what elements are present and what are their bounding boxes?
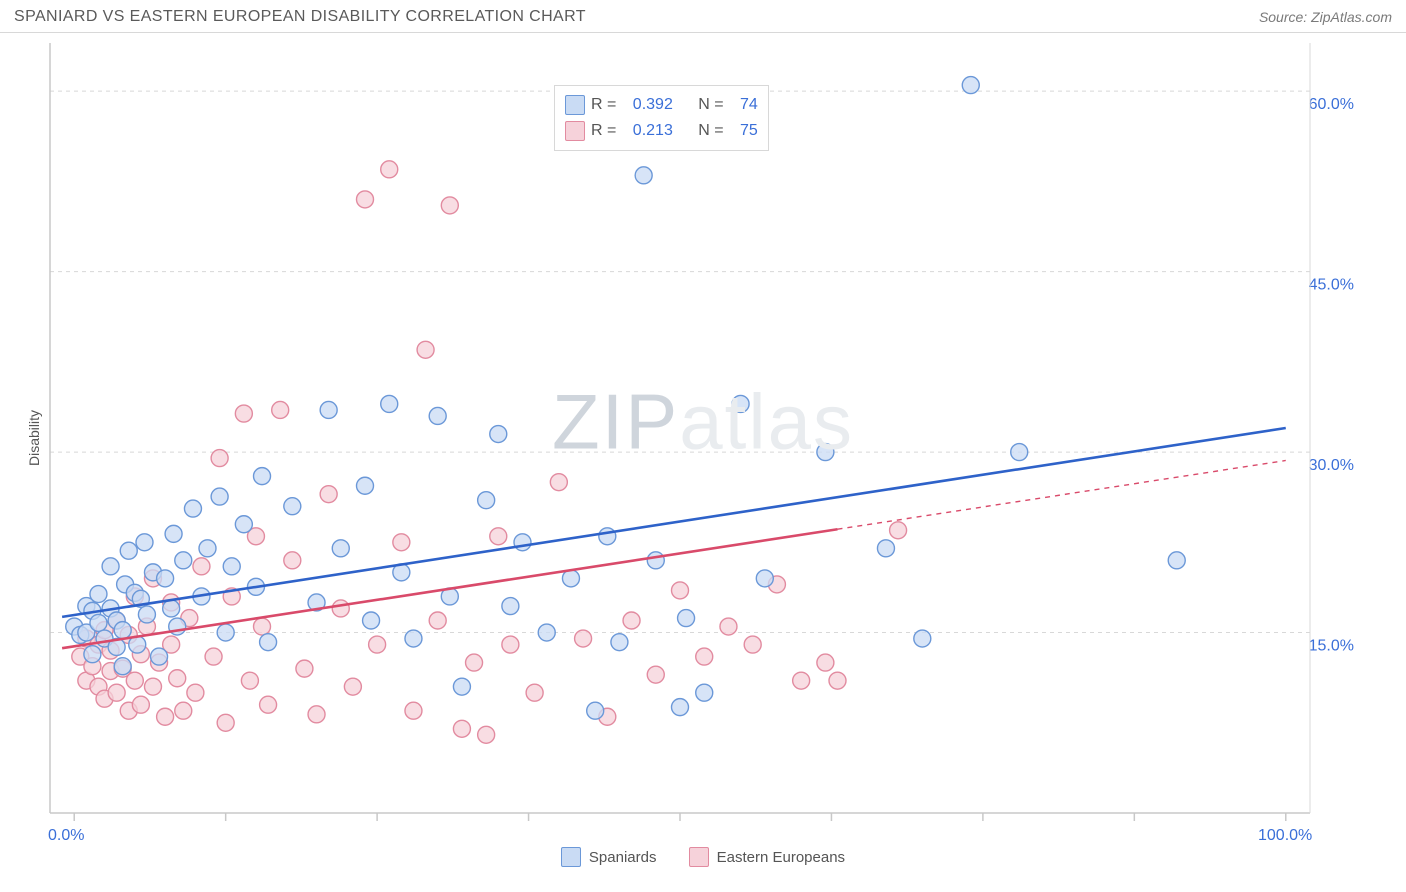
chart-title: SPANIARD VS EASTERN EUROPEAN DISABILITY …	[14, 8, 586, 26]
n-value-b: 75	[740, 118, 758, 144]
n-value-a: 74	[740, 92, 758, 118]
y-axis-label: Disability	[26, 410, 42, 466]
scatter-chart: 15.0% 30.0% 45.0% 60.0%	[0, 33, 1406, 823]
chart-source: Source: ZipAtlas.com	[1259, 9, 1392, 25]
n-label: N =	[698, 92, 723, 118]
r-label: R =	[591, 92, 616, 118]
n-label: N =	[698, 118, 723, 144]
legend-label-a: Spaniards	[589, 849, 657, 866]
chart-area: Disability ZIPatlas 15.0%30.0%45.0%60.0%…	[0, 33, 1406, 843]
svg-text:30.0%: 30.0%	[1309, 457, 1354, 474]
chart-header: SPANIARD VS EASTERN EUROPEAN DISABILITY …	[0, 0, 1406, 33]
svg-text:15.0%: 15.0%	[1309, 638, 1354, 655]
r-value-a: 0.392	[633, 92, 673, 118]
stats-box: R = 0.392 N = 74 R = 0.213 N = 75	[554, 85, 769, 151]
legend-swatch-spaniards	[561, 847, 581, 867]
swatch-spaniards	[565, 95, 585, 115]
svg-text:60.0%: 60.0%	[1309, 96, 1354, 113]
svg-text:45.0%: 45.0%	[1309, 277, 1354, 294]
swatch-eastern-europeans	[565, 121, 585, 141]
legend-item-b: Eastern Europeans	[689, 847, 845, 867]
stats-row-b: R = 0.213 N = 75	[565, 118, 758, 144]
legend-swatch-eastern-europeans	[689, 847, 709, 867]
r-value-b: 0.213	[633, 118, 673, 144]
x-axis-min: 0.0%	[48, 827, 84, 845]
legend-item-a: Spaniards	[561, 847, 657, 867]
legend-label-b: Eastern Europeans	[717, 849, 845, 866]
stats-row-a: R = 0.392 N = 74	[565, 92, 758, 118]
r-label: R =	[591, 118, 616, 144]
bottom-legend: Spaniards Eastern Europeans	[0, 843, 1406, 871]
x-axis-max: 100.0%	[1258, 827, 1312, 845]
